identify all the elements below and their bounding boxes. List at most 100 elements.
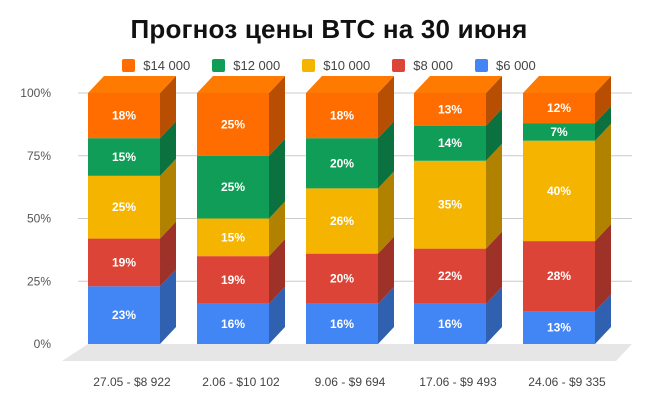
- bar-side: [269, 286, 285, 344]
- bar-side: [595, 123, 611, 242]
- x-tick-label: 2.06 - $10 102: [202, 375, 280, 389]
- bar-side: [595, 294, 611, 344]
- bar-side: [378, 286, 394, 344]
- bar-side: [595, 76, 611, 124]
- bar-front: [197, 218, 269, 257]
- bar-front: [197, 256, 269, 304]
- data-label: 13%: [547, 321, 571, 335]
- bar-front: [414, 303, 486, 344]
- bar-segment: [197, 201, 285, 257]
- legend-item: $14 000: [122, 58, 190, 73]
- data-label: 16%: [221, 317, 245, 331]
- bar-front: [414, 93, 486, 126]
- bar-segment: [414, 76, 502, 126]
- bar-front: [88, 175, 160, 239]
- y-tick-label: 75%: [27, 149, 51, 163]
- bar-segment: [88, 158, 176, 239]
- legend-swatch: [392, 59, 406, 72]
- data-label: 25%: [112, 200, 136, 214]
- legend-swatch: [122, 59, 136, 72]
- bar-front: [306, 303, 378, 344]
- legend-swatch: [475, 59, 488, 72]
- bar-side: [486, 286, 502, 344]
- bar-front: [523, 123, 595, 141]
- bar-side: [378, 121, 394, 189]
- legend-item: $6 000: [475, 58, 536, 73]
- bar-side: [269, 76, 285, 156]
- legend-item: $12 000: [212, 58, 280, 73]
- bar-front: [197, 155, 269, 219]
- y-tick-label: 0%: [34, 337, 52, 351]
- data-label: 23%: [112, 308, 136, 322]
- bar-front: [523, 93, 595, 124]
- bar-top: [306, 76, 394, 93]
- bar-segment: [88, 121, 176, 176]
- bar-top: [88, 76, 176, 93]
- bar-side: [160, 221, 176, 287]
- data-label: 12%: [547, 101, 571, 115]
- bar-front: [523, 311, 595, 344]
- data-label: 16%: [438, 317, 462, 331]
- data-label: 25%: [221, 117, 245, 131]
- bar-segment: [523, 123, 611, 242]
- legend-label: $14 000: [143, 58, 191, 73]
- x-tick-label: 27.05 - $8 922: [93, 375, 171, 389]
- x-tick-label: 24.06 - $9 335: [528, 375, 606, 389]
- bar-segment: [306, 236, 394, 304]
- data-label: 13%: [438, 102, 462, 116]
- data-label: 14%: [438, 136, 462, 150]
- bar-front: [197, 303, 269, 344]
- legend-swatch: [302, 59, 316, 72]
- bar-side: [160, 76, 176, 139]
- bar-front: [88, 286, 160, 344]
- bar-segment: [197, 239, 285, 304]
- data-label: 16%: [330, 317, 354, 331]
- bar-top: [197, 76, 285, 93]
- bar-segment: [414, 231, 502, 304]
- data-label: 15%: [112, 150, 136, 164]
- data-label: 26%: [330, 214, 354, 228]
- y-tick-label: 100%: [20, 86, 51, 100]
- bar-front: [306, 253, 378, 304]
- chart-floor: [62, 344, 632, 361]
- bar-side: [160, 121, 176, 176]
- bar-segment: [306, 121, 394, 189]
- legend-label: $8 000: [413, 58, 453, 73]
- bar-front: [414, 248, 486, 304]
- bar-side: [486, 76, 502, 126]
- bar-segment: [88, 221, 176, 287]
- bar-segment: [197, 76, 285, 156]
- bar-front: [88, 93, 160, 139]
- bar-side: [269, 201, 285, 257]
- bar-segment: [306, 171, 394, 254]
- bar-front: [88, 238, 160, 287]
- data-label: 20%: [330, 272, 354, 286]
- bar-side: [160, 269, 176, 344]
- bar-front: [414, 160, 486, 249]
- data-label: 22%: [438, 269, 462, 283]
- legend-label: $6 000: [496, 58, 536, 73]
- data-label: 19%: [112, 255, 136, 269]
- legend-item: $10 000: [302, 58, 370, 73]
- x-tick-label: 17.06 - $9 493: [419, 375, 497, 389]
- bar-segment: [414, 286, 502, 344]
- chart-title: Прогноз цены BTC на 30 июня: [130, 14, 528, 44]
- bar-segment: [414, 143, 502, 249]
- data-label: 20%: [330, 156, 354, 170]
- bar-side: [486, 143, 502, 249]
- bar-side: [378, 236, 394, 304]
- bar-side: [486, 231, 502, 304]
- bar-front: [306, 138, 378, 189]
- data-label: 35%: [438, 198, 462, 212]
- bar-front: [414, 125, 486, 161]
- bar-segment: [414, 108, 502, 161]
- data-label: 15%: [221, 230, 245, 244]
- data-label: 7%: [550, 125, 568, 139]
- bar-side: [595, 224, 611, 312]
- bar-front: [306, 93, 378, 139]
- data-label: 18%: [112, 109, 136, 123]
- bar-top: [523, 76, 611, 93]
- bar-segment: [88, 76, 176, 139]
- bar-segment: [306, 286, 394, 344]
- bar-front: [523, 241, 595, 312]
